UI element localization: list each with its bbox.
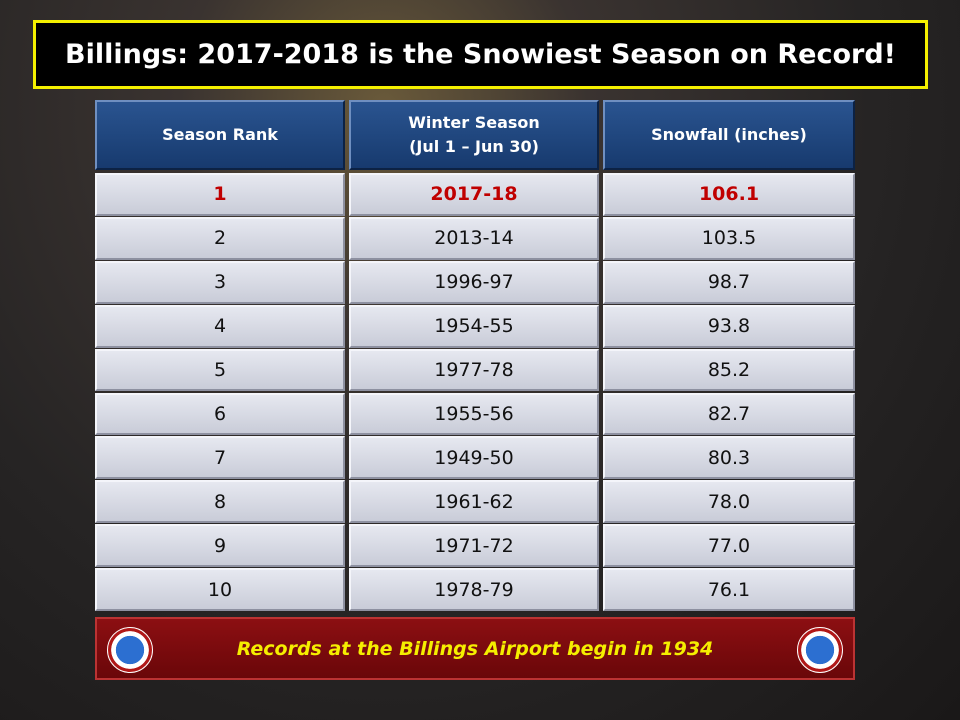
header-text: Season Rank: [162, 125, 278, 144]
table-cell: 1961-62: [349, 480, 599, 524]
table-cell: 1978-79: [349, 568, 599, 611]
table-cell: 2: [95, 216, 345, 260]
table-cell: 103.5: [603, 216, 855, 260]
header-cell: Snowfall (inches): [603, 100, 855, 170]
table-cell: 98.7: [603, 260, 855, 304]
table-cell: 5: [95, 348, 345, 392]
table-cell: 78.0: [603, 480, 855, 524]
title: Billings: 2017-2018 is the Snowiest Seas…: [33, 20, 928, 89]
table-cell: 1977-78: [349, 348, 599, 392]
logo: [797, 627, 843, 673]
table-cell: 1: [95, 173, 345, 216]
table-cell: 1971-72: [349, 524, 599, 568]
table-cell: 8: [95, 480, 345, 524]
header-text: (Jul 1 – Jun 30): [409, 137, 539, 156]
header-cell: Season Rank: [95, 100, 345, 170]
table-cell: 106.1: [603, 173, 855, 216]
table-cell: 76.1: [603, 568, 855, 611]
table-cell: 1996-97: [349, 260, 599, 304]
footer: Records at the Billings Airport begin in…: [95, 617, 855, 680]
logo: [107, 627, 153, 673]
table-cell: 2017-18: [349, 173, 599, 216]
table-cell: 1954-55: [349, 304, 599, 348]
table-cell: 3: [95, 260, 345, 304]
table-cell: 1949-50: [349, 436, 599, 480]
table-cell: 85.2: [603, 348, 855, 392]
table-cell: 4: [95, 304, 345, 348]
header-text: Snowfall (inches): [651, 125, 807, 144]
table-cell: 6: [95, 392, 345, 436]
table-cell: 82.7: [603, 392, 855, 436]
table-cell: 9: [95, 524, 345, 568]
table-cell: 7: [95, 436, 345, 480]
table-cell: 93.8: [603, 304, 855, 348]
table-cell: 10: [95, 568, 345, 611]
footer-note: Records at the Billings Airport begin in…: [236, 637, 714, 660]
header-cell: Winter Season (Jul 1 – Jun 30): [349, 100, 599, 170]
table-cell: 1955-56: [349, 392, 599, 436]
header-text: Winter Season: [408, 113, 540, 132]
table-cell: 77.0: [603, 524, 855, 568]
table-cell: 2013-14: [349, 216, 599, 260]
table-cell: 80.3: [603, 436, 855, 480]
